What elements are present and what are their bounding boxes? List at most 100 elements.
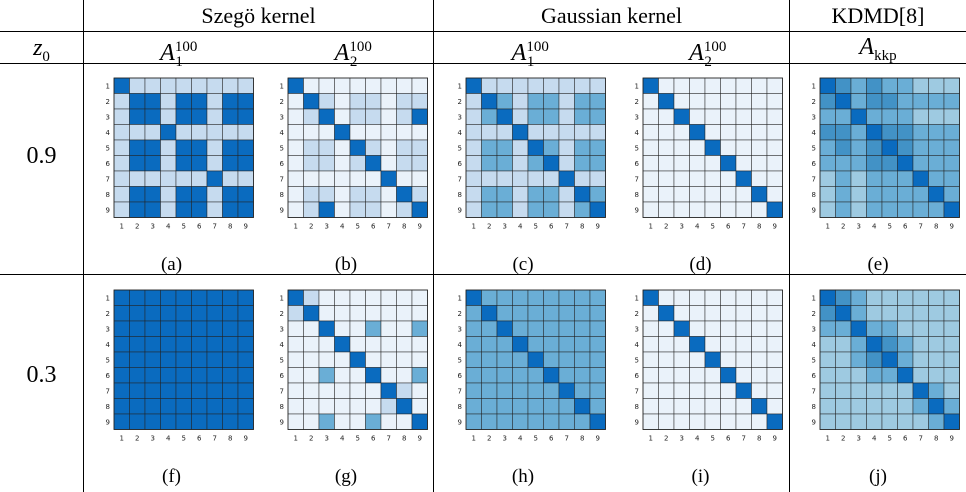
y-tick-label: 5 xyxy=(635,144,639,152)
heatmap-cell-5-7 xyxy=(206,139,223,156)
y-tick-label: 5 xyxy=(106,144,110,152)
y-tick-label: 6 xyxy=(106,372,111,380)
heatmap-cell-1-3 xyxy=(850,289,867,306)
x-tick-label: 6 xyxy=(371,435,376,443)
heatmap-cell-1-1 xyxy=(113,289,130,306)
heatmap-cell-7-1 xyxy=(465,382,482,399)
heatmap-cell-8-6 xyxy=(365,186,382,203)
y-tick-label: 1 xyxy=(106,294,110,302)
heatmap-cell-3-5 xyxy=(175,108,192,125)
heatmap-cell-1-4 xyxy=(334,77,351,94)
heatmap-cell-3-6 xyxy=(191,320,208,337)
heatmap-cell-8-1 xyxy=(642,398,659,415)
heatmap-cell-8-7 xyxy=(206,186,223,203)
x-tick-label: 4 xyxy=(872,435,877,443)
heatmap-cell-1-2 xyxy=(129,77,146,94)
heatmap-cell-7-5 xyxy=(349,170,366,187)
heatmap-cell-5-3 xyxy=(318,139,335,156)
y-tick-label: 2 xyxy=(280,310,284,318)
heatmap-cell-6-5 xyxy=(527,367,544,384)
heatmap-cell-9-5 xyxy=(175,201,192,218)
y-tick-label: 8 xyxy=(812,403,816,411)
heatmap-cell-2-3 xyxy=(850,93,867,110)
heatmap-cell-4-3 xyxy=(318,336,335,353)
heatmap-cell-5-7 xyxy=(380,139,397,156)
heatmap-cell-1-8 xyxy=(928,77,945,94)
x-tick-label: 3 xyxy=(680,223,684,231)
heatmap-cell-5-7 xyxy=(912,351,929,368)
heatmap-cell-2-8 xyxy=(574,93,591,110)
heatmap-cell-6-2 xyxy=(481,155,498,172)
y-tick-label: 3 xyxy=(635,325,639,333)
heatmap-cell-4-1 xyxy=(642,336,659,353)
heatmap-cell-7-7 xyxy=(206,382,223,399)
heatmap-cell-8-2 xyxy=(835,398,852,415)
heatmap-cell-9-5 xyxy=(881,413,898,430)
heatmap-cell-9-1 xyxy=(819,201,836,218)
heatmap-cell-5-1 xyxy=(113,351,130,368)
y-tick-label: 4 xyxy=(812,129,817,137)
heatmap-cell-6-6 xyxy=(191,155,208,172)
heatmap-cell-3-7 xyxy=(912,108,929,125)
y-tick-label: 5 xyxy=(106,356,110,364)
heatmap-cell-5-5 xyxy=(349,139,366,156)
heatmap-cell-1-8 xyxy=(751,289,768,306)
heatmap-cell-8-3 xyxy=(850,398,867,415)
heatmap-cell-8-8 xyxy=(574,186,591,203)
column-header-sub: kkp xyxy=(874,47,897,64)
heatmap-cell-6-1 xyxy=(642,367,659,384)
y-tick-label: 7 xyxy=(280,387,284,395)
heatmap-cell-4-5 xyxy=(527,336,544,353)
x-tick-label: 7 xyxy=(387,223,391,231)
heatmap-cell-2-7 xyxy=(912,93,929,110)
heatmap-cell-8-9 xyxy=(237,398,254,415)
heatmap-cell-5-9 xyxy=(411,139,428,156)
heatmap-frame xyxy=(819,289,960,430)
heatmap-cell-6-7 xyxy=(735,367,752,384)
y-tick-label: 2 xyxy=(458,310,462,318)
x-tick-label: 1 xyxy=(120,435,124,443)
heatmap-cell-2-7 xyxy=(912,305,929,322)
heatmap-cell-4-9 xyxy=(411,336,428,353)
column-header-kdmd-akkp: Akkp xyxy=(790,33,966,70)
y-tick-label: 4 xyxy=(458,341,463,349)
x-tick-label: 9 xyxy=(596,435,600,443)
heatmap-cell-8-1 xyxy=(113,186,130,203)
heatmap-cell-3-5 xyxy=(349,108,366,125)
heatmap-cell-8-4 xyxy=(512,186,529,203)
heatmap-cell-9-8 xyxy=(574,413,591,430)
heatmap-cell-5-5 xyxy=(527,139,544,156)
heatmap-cell-1-6 xyxy=(365,77,382,94)
heatmap-cell-3-8 xyxy=(222,320,239,337)
heatmap-cell-3-5 xyxy=(175,320,192,337)
heatmap-cell-6-7 xyxy=(206,155,223,172)
heatmap-cell-9-5 xyxy=(527,201,544,218)
column-header-szego-a1: A1001 xyxy=(84,33,259,76)
heatmap-cell-4-1 xyxy=(819,336,836,353)
column-header-base: A xyxy=(511,40,527,66)
x-tick-label: 4 xyxy=(518,223,523,231)
heatmap-cell-5-9 xyxy=(589,139,606,156)
y-tick-label: 9 xyxy=(106,206,110,214)
row-header-base: z xyxy=(33,35,43,61)
heatmap-cell-9-9 xyxy=(411,201,428,218)
heatmap-cell-1-8 xyxy=(396,289,413,306)
y-tick-label: 9 xyxy=(812,206,816,214)
heatmap-cell-5-8 xyxy=(574,351,591,368)
heatmap-cell-9-9 xyxy=(411,413,428,430)
heatmap-cell-6-3 xyxy=(318,155,335,172)
y-tick-label: 2 xyxy=(106,98,110,106)
heatmap-cell-9-7 xyxy=(206,201,223,218)
heatmap-cell-4-1 xyxy=(287,124,304,141)
heatmap-cell-2-4 xyxy=(866,93,883,110)
heatmap-cell-2-4 xyxy=(334,93,351,110)
heatmap-cell-9-1 xyxy=(642,413,659,430)
heatmap-cell-3-6 xyxy=(191,108,208,125)
heatmap-cell-7-9 xyxy=(411,170,428,187)
heatmap-frame xyxy=(819,77,960,218)
heatmap-cell-9-9 xyxy=(237,413,254,430)
heatmap-cell-7-2 xyxy=(481,382,498,399)
heatmap-cell-2-4 xyxy=(334,305,351,322)
heatmap-cell-5-9 xyxy=(943,351,960,368)
heatmap-cell-8-4 xyxy=(866,398,883,415)
